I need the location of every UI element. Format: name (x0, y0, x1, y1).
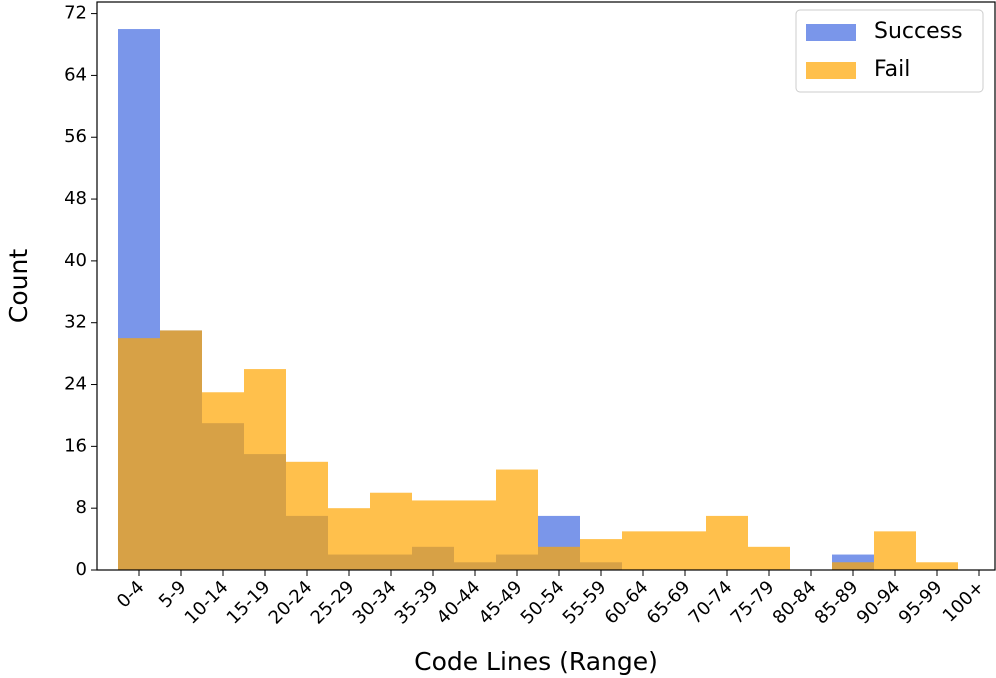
x-tick-label: 100+ (939, 577, 989, 627)
x-tick-label: 15-19 (223, 577, 275, 629)
legend-swatch (806, 24, 856, 41)
y-tick-label: 40 (64, 250, 87, 271)
x-tick-label: 45-49 (475, 577, 527, 629)
x-tick-label: 85-89 (811, 577, 863, 629)
y-tick-label: 64 (64, 64, 87, 85)
x-tick-label: 65-69 (643, 577, 695, 629)
bar (286, 461, 328, 570)
bar (370, 492, 412, 570)
legend-swatch (806, 62, 856, 79)
y-tick-label: 0 (76, 559, 87, 580)
bar (328, 508, 370, 570)
x-tick-label: 55-59 (559, 577, 611, 629)
y-axis-label: Count (4, 249, 33, 323)
x-tick-label: 95-99 (895, 577, 947, 629)
bar (244, 369, 286, 570)
x-tick-label: 70-74 (685, 577, 737, 629)
y-tick-label: 56 (64, 126, 87, 147)
legend-label: Fail (874, 57, 910, 82)
bar (706, 515, 748, 570)
bar (622, 531, 664, 570)
bar (580, 539, 622, 570)
y-tick-label: 72 (64, 3, 87, 24)
x-tick-label: 40-44 (433, 577, 485, 629)
plot-frame (96, 1, 996, 571)
x-tick-label: 75-79 (727, 577, 779, 629)
bar (916, 562, 958, 570)
x-tick-label: 20-24 (265, 577, 317, 629)
x-tick-label: 50-54 (517, 577, 569, 629)
y-tick-label: 24 (64, 374, 87, 395)
bar (412, 500, 454, 570)
legend: Success Fail (795, 9, 984, 93)
y-tick-label: 8 (76, 497, 87, 518)
x-tick-label: 5-9 (155, 577, 191, 613)
x-tick-label: 0-4 (113, 577, 149, 613)
x-tick-label: 60-64 (601, 577, 653, 629)
bar (454, 500, 496, 570)
y-tick-label: 48 (64, 188, 87, 209)
bar (160, 330, 202, 570)
x-tick-label: 35-39 (391, 577, 443, 629)
x-tick-label: 30-34 (349, 577, 401, 629)
x-tick-label: 10-14 (181, 577, 233, 629)
bar (538, 546, 580, 570)
x-tick-label: 90-94 (853, 577, 905, 629)
bar (202, 392, 244, 570)
x-axis-label: Code Lines (Range) (414, 647, 658, 676)
bar (118, 338, 160, 570)
bar (832, 562, 874, 570)
legend-label: Success (874, 19, 963, 44)
x-tick-label: 80-84 (769, 577, 821, 629)
bar (496, 469, 538, 570)
bar (664, 531, 706, 570)
bar (874, 531, 916, 570)
y-tick-label: 16 (64, 435, 87, 456)
x-tick-label: 25-29 (307, 577, 359, 629)
y-tick-label: 32 (64, 312, 87, 333)
bar (748, 546, 790, 570)
